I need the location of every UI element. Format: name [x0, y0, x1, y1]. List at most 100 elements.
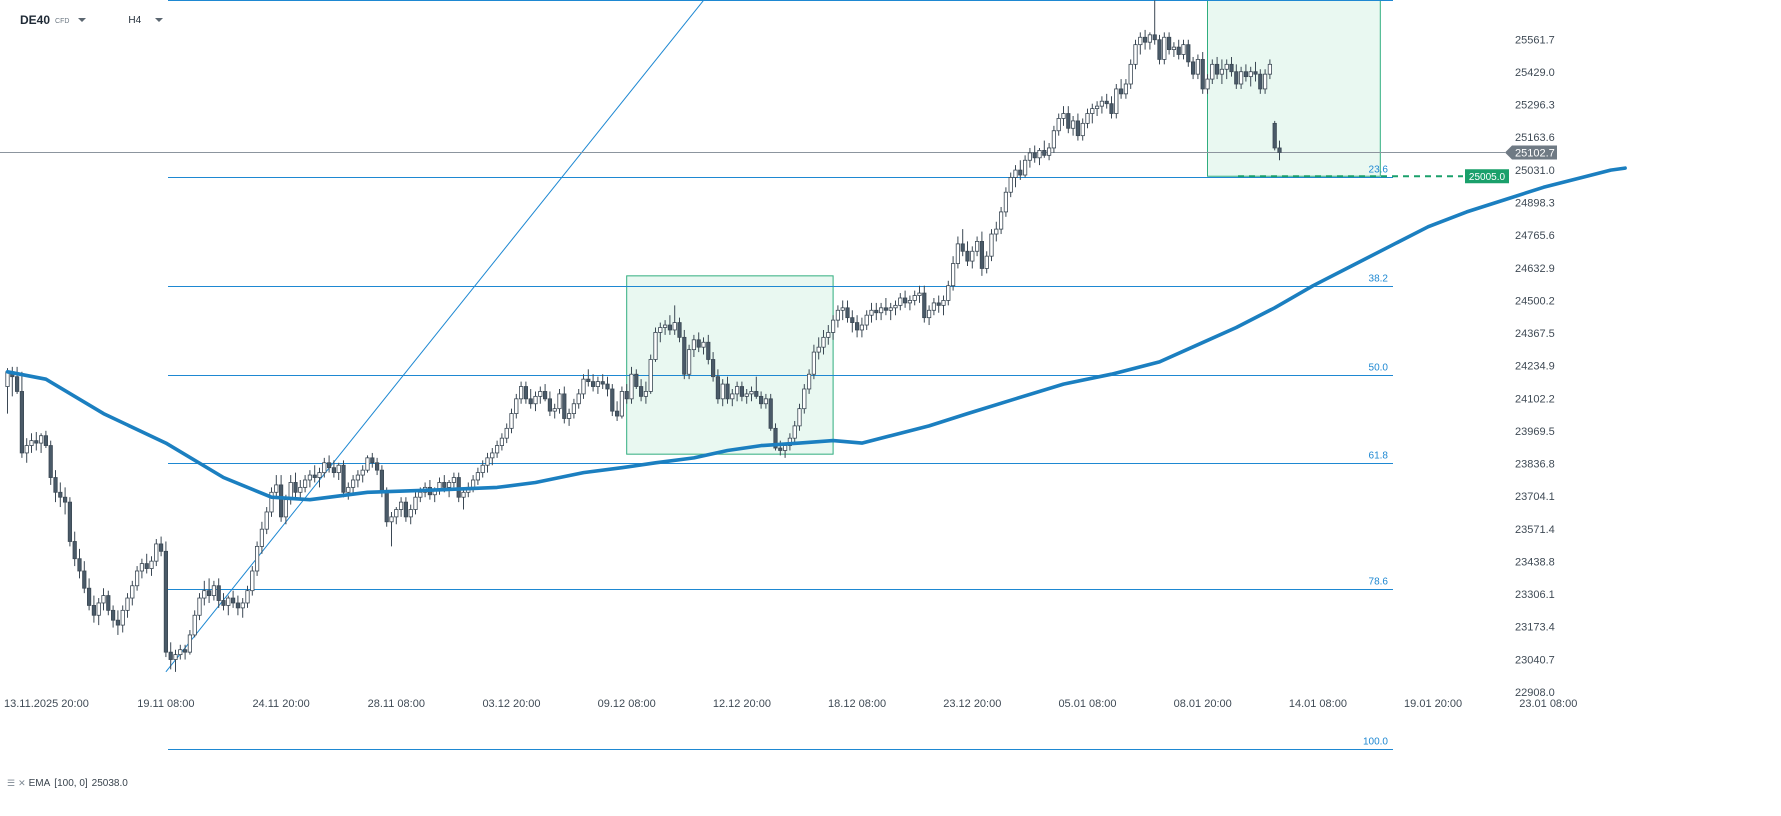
candle-body — [677, 322, 682, 338]
candle — [1061, 106, 1066, 126]
candle-body — [34, 440, 39, 444]
candle-body — [754, 391, 759, 397]
candle-body — [1099, 100, 1104, 107]
candle-body — [600, 381, 605, 385]
candlestick-series — [5, 0, 1282, 672]
candle-body — [144, 563, 149, 569]
candle — [811, 344, 817, 380]
candle — [1277, 140, 1282, 161]
symbol-name[interactable]: DE40 — [20, 13, 51, 27]
candle-body — [1123, 83, 1128, 95]
candle — [1258, 69, 1263, 94]
candle — [499, 433, 505, 451]
candle — [1181, 39, 1186, 60]
y-tick-label: 25429.0 — [1515, 67, 1555, 79]
candle-body — [72, 541, 77, 560]
candle — [1109, 96, 1114, 119]
candle — [519, 381, 524, 404]
candle-body — [202, 590, 207, 599]
candle — [245, 585, 250, 608]
list-icon[interactable]: ☰ — [7, 778, 16, 788]
candle — [178, 644, 183, 660]
candle-body — [643, 391, 649, 397]
candle — [331, 460, 337, 478]
candle-body — [24, 445, 29, 454]
y-tick-label: 24898.3 — [1515, 197, 1555, 209]
candle-body — [970, 250, 975, 262]
candle-body — [250, 570, 255, 592]
candle — [658, 322, 663, 343]
candle-body — [490, 452, 495, 459]
candle-body — [883, 307, 889, 311]
candle — [869, 302, 874, 323]
candle-body — [245, 590, 250, 604]
candle — [864, 310, 869, 330]
candle-body — [687, 349, 692, 375]
candle — [326, 455, 332, 473]
candle-body — [739, 386, 745, 397]
price-axis[interactable]: 22908.0 23040.7 23173.4 23306.1 23438.8 23571… — [1505, 34, 1557, 699]
candle-body — [946, 285, 951, 301]
candle — [715, 369, 721, 404]
ema-line-path — [5, 166, 1627, 502]
candle-body — [807, 373, 812, 390]
candle — [293, 472, 298, 498]
close-icon[interactable]: ✕ — [18, 778, 26, 788]
candle — [802, 384, 807, 414]
candle — [682, 329, 687, 380]
candle — [24, 438, 29, 463]
candle-body — [941, 300, 946, 306]
candle-body — [888, 307, 893, 311]
chevron-down-icon[interactable] — [155, 18, 164, 22]
candle — [725, 376, 730, 404]
y-tick-label: 23173.4 — [1515, 622, 1555, 634]
candle — [1200, 52, 1205, 94]
candle — [1248, 66, 1253, 87]
candle — [1147, 32, 1152, 50]
time-axis[interactable]: 13.11.2025 20:00 19.11 08:00 24.11 20:00 28… — [4, 698, 1577, 710]
candle-body — [831, 319, 836, 333]
candle — [182, 644, 188, 660]
candle — [355, 470, 361, 488]
candle — [807, 369, 812, 394]
y-tick-label: 24500.2 — [1515, 295, 1555, 307]
candle-body — [470, 479, 476, 488]
candle-body — [1267, 63, 1272, 75]
candle — [274, 475, 279, 498]
candle-body — [879, 307, 884, 314]
candle — [1253, 61, 1258, 82]
candle-body — [759, 395, 764, 405]
candle-body — [1138, 36, 1143, 46]
candle-body — [663, 324, 668, 328]
candle — [360, 465, 365, 483]
candle — [648, 354, 653, 394]
candle — [624, 384, 629, 404]
candle-body — [29, 440, 34, 446]
candle-body — [302, 479, 308, 488]
candle-body — [965, 250, 970, 262]
chevron-down-icon[interactable] — [78, 18, 87, 22]
indicator-params: [100, 0] — [54, 778, 88, 789]
candle-body — [1037, 150, 1042, 159]
candle — [1205, 74, 1210, 94]
candle — [600, 374, 605, 389]
candle-body — [855, 322, 860, 331]
candle — [125, 593, 130, 618]
candle-body — [43, 435, 49, 446]
candle — [43, 430, 49, 449]
y-tick-label: 23969.5 — [1515, 426, 1555, 438]
fib-level-label: 78.6 — [1369, 577, 1389, 588]
symbol-type: CFD — [55, 17, 70, 25]
candle — [87, 578, 92, 611]
candle-body — [850, 317, 855, 323]
candle-body — [619, 391, 625, 417]
candle — [619, 386, 625, 419]
candle-body — [499, 437, 505, 446]
candle — [259, 521, 265, 554]
timeframe-selector[interactable]: H4 — [128, 14, 142, 26]
candle — [677, 317, 682, 343]
candle-body — [1162, 36, 1167, 60]
candle — [586, 369, 591, 387]
candle — [1023, 155, 1028, 178]
